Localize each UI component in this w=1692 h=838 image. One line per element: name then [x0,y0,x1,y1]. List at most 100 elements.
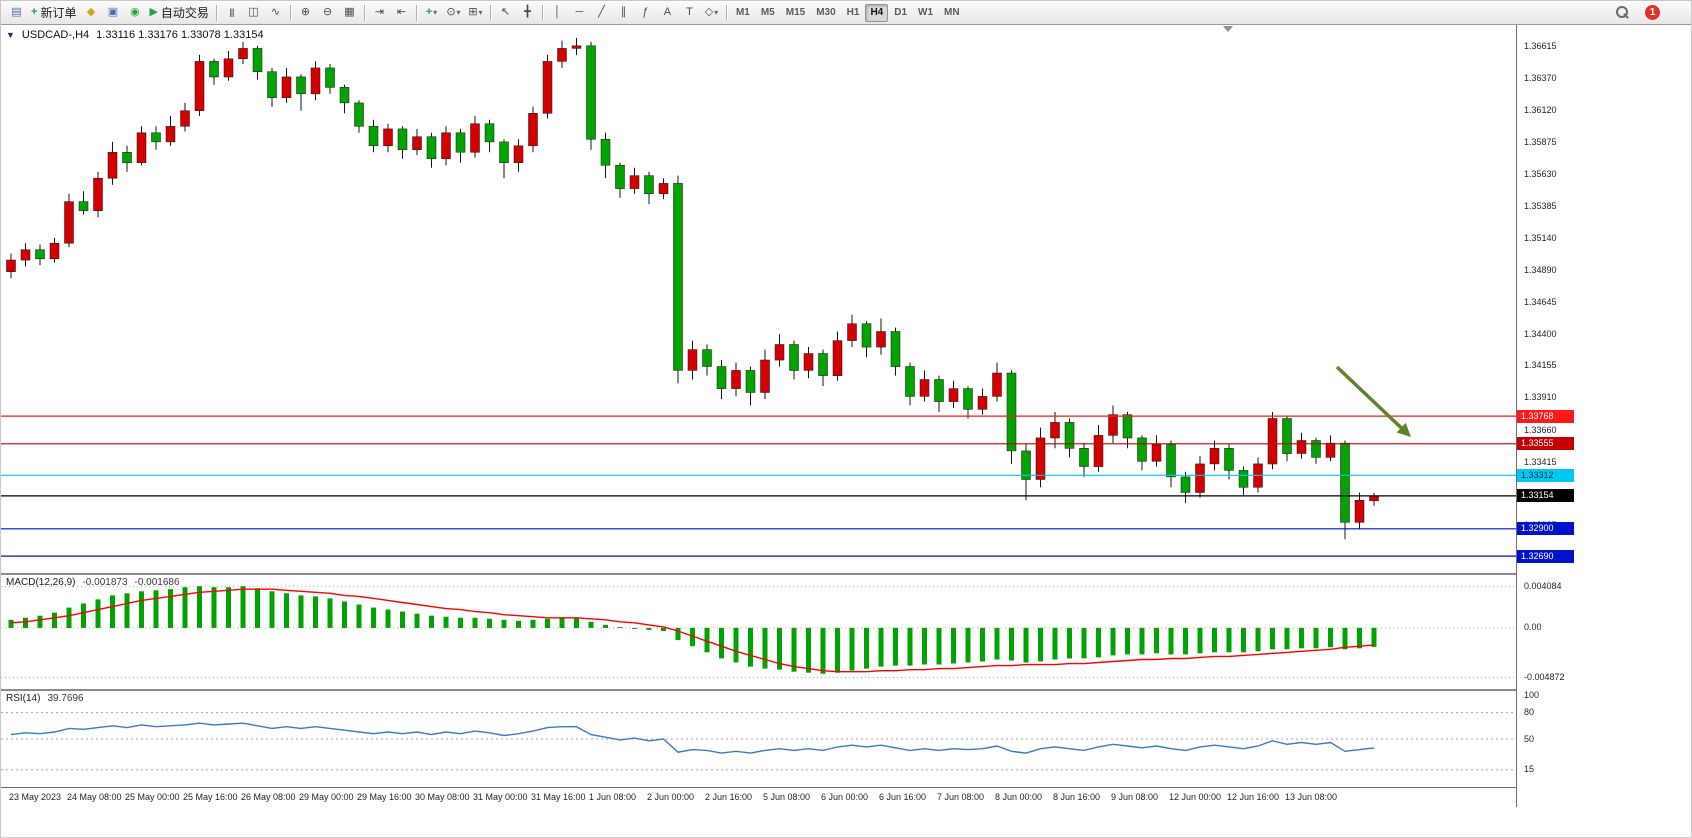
text-label-icon: T [686,6,693,18]
rsi-panel: RSI(14) 39.7696 [1,691,1516,787]
timeframe-h4-button[interactable]: H4 [865,3,889,22]
cursor-button[interactable]: ↖ [495,3,516,23]
panel-splitter[interactable] [1,689,1516,691]
price-tick-label: 1.35875 [1524,137,1557,147]
timeframe-m5-button[interactable]: M5 [760,7,775,18]
market-watch-button[interactable]: ◆ [80,3,101,23]
navigator-button[interactable]: ▣ [102,3,123,23]
chevron-down-icon: ▾ [456,8,461,17]
date-axis-label: 13 Jun 08:00 [1285,792,1338,802]
rsi-label-row: RSI(14) 39.7696 [6,693,84,704]
zoom-out-button[interactable]: ⊖ [317,3,338,23]
new-order-button[interactable]: + 新订单 [28,3,79,23]
timeframe-w1-button[interactable]: W1 [918,7,934,18]
timeframe-h1-button[interactable]: H1 [846,7,860,18]
tile-windows-button[interactable]: ▦ [339,3,360,23]
bar-chart-icon: ||| [229,7,234,17]
macd-chart[interactable] [1,575,1516,689]
timeframe-m15-button[interactable]: M15 [785,7,806,18]
crosshair-button[interactable]: ╋ [517,3,538,23]
channel-button[interactable]: ∥ [613,3,634,23]
bar-chart-button[interactable]: ||| [221,3,242,23]
fibonacci-button[interactable]: ƒ [635,3,656,23]
text-label-button[interactable]: T [679,3,700,23]
date-axis-label: 23 May 2023 [9,792,62,802]
panel-splitter[interactable] [1,573,1516,575]
horizontal-line-icon: ─ [575,6,584,18]
indicators-icon: + [425,6,433,18]
date-axis-label: 25 May 16:00 [183,792,238,802]
price-line-label: 1.32900 [1517,522,1574,536]
channel-icon: ∥ [620,6,627,18]
timeframe-d1-button[interactable]: D1 [894,7,908,18]
trendline-button[interactable]: ╱ [591,3,612,23]
toolbar-separator [289,4,291,21]
new-order-icon: + [31,6,38,18]
timeframe-mn-button[interactable]: MN [944,7,960,18]
horizontal-line-button[interactable]: ─ [569,3,590,23]
rsi-scale-label: 100 [1524,689,1540,700]
chart-symbol-label: USDCAD-,H4 [21,29,90,41]
price-chart-panel: ▼ USDCAD-,H4 1.33116 1.33176 1.33078 1.3… [1,25,1516,573]
date-axis-label: 12 Jun 00:00 [1169,792,1222,802]
macd-label-row: MACD(12,26,9) -0.001873 -0.001686 [6,577,180,588]
auto-trading-icon: ▶ [149,6,158,18]
price-tick-label: 1.36370 [1524,72,1557,83]
templates-button[interactable]: ⊞ ▾ [465,3,486,23]
zoom-out-icon: ⊖ [322,6,333,18]
auto-scroll-icon: ⇥ [374,6,385,18]
date-axis-label: 2 Jun 16:00 [705,792,753,802]
rsi-chart[interactable] [1,691,1516,787]
macd-scale-label: -0.004872 [1524,672,1565,682]
time-axis[interactable]: 23 May 2023 24 May 08:00 25 May 00:00 25 Ma… [1,787,1516,807]
new-order-label: 新订单 [40,6,77,20]
vertical-line-button[interactable]: │ [547,3,568,23]
price-line-label: 1.33555 [1517,437,1574,451]
chart-header: ▼ USDCAD-,H4 1.33116 1.33176 1.33078 1.3… [6,29,264,41]
date-axis-label: 6 Jun 16:00 [879,792,927,802]
notification-badge[interactable]: 1 [1645,5,1660,20]
zoom-in-button[interactable]: ⊕ [295,3,316,23]
timeframe-m1-button[interactable]: M1 [735,7,750,18]
date-axis-label: 9 Jun 08:00 [1111,792,1159,802]
search-icon [1615,5,1630,20]
price-axis[interactable]: 1.36615 1.36370 1.36120 1.35875 1.35630 1.353… [1517,25,1691,807]
price-tick-label: 1.34155 [1524,360,1557,371]
candlestick-chart[interactable] [1,25,1516,573]
price-tick-label: 1.33660 [1524,424,1557,435]
chevron-down-icon: ▾ [478,8,483,17]
fibonacci-icon: ƒ [642,6,649,18]
one-click-trading-icon[interactable]: ▼ [6,30,15,40]
auto-trading-button[interactable]: ▶ 自动交易 [146,3,211,23]
timeframe-m30-button[interactable]: M30 [816,7,836,18]
date-axis-label: 24 May 08:00 [67,792,122,802]
line-chart-icon: ∿ [270,6,281,18]
search-button[interactable] [1612,3,1633,23]
date-axis-label: 26 May 08:00 [241,792,296,802]
date-axis-label: 25 May 00:00 [125,792,180,802]
toolbar-separator [215,4,217,21]
price-tick-label: 1.34890 [1524,264,1557,275]
templates-icon: ⊞ [468,6,478,18]
date-axis-label: 6 Jun 00:00 [821,792,869,802]
macd-scale-label: 0.00 [1524,622,1542,633]
main-toolbar: ▤ + 新订单 ◆ ▣ ◉ ▶ 自动交易 ||| ◫ ∿ ⊕ ⊖ ▦ ⇥ ⇤ + ▾ … [1,1,1691,25]
new-chart-button[interactable]: ▤ [6,3,27,23]
plot-column: ▼ USDCAD-,H4 1.33116 1.33176 1.33078 1.3… [1,25,1517,807]
shapes-button[interactable]: ◇ ▾ [701,3,722,23]
line-chart-button[interactable]: ∿ [265,3,286,23]
text-button[interactable]: A [657,3,678,23]
indicators-button[interactable]: + ▾ [421,3,442,23]
terminal-button[interactable]: ◉ [124,3,145,23]
shapes-icon: ◇ [704,6,714,18]
chart-shift-button[interactable]: ⇤ [391,3,412,23]
periods-button[interactable]: ⊙ ▾ [443,3,464,23]
auto-scroll-button[interactable]: ⇥ [369,3,390,23]
price-tick-label: 1.36120 [1524,105,1557,116]
candlestick-button[interactable]: ◫ [243,3,264,23]
chart-area: ▼ USDCAD-,H4 1.33116 1.33176 1.33078 1.3… [1,25,1691,807]
date-axis-label: 5 Jun 08:00 [763,792,811,802]
price-tick-label: 1.35140 [1524,232,1557,243]
date-axis-label: 12 Jun 16:00 [1227,792,1280,802]
rsi-name-label: RSI(14) [6,693,41,704]
